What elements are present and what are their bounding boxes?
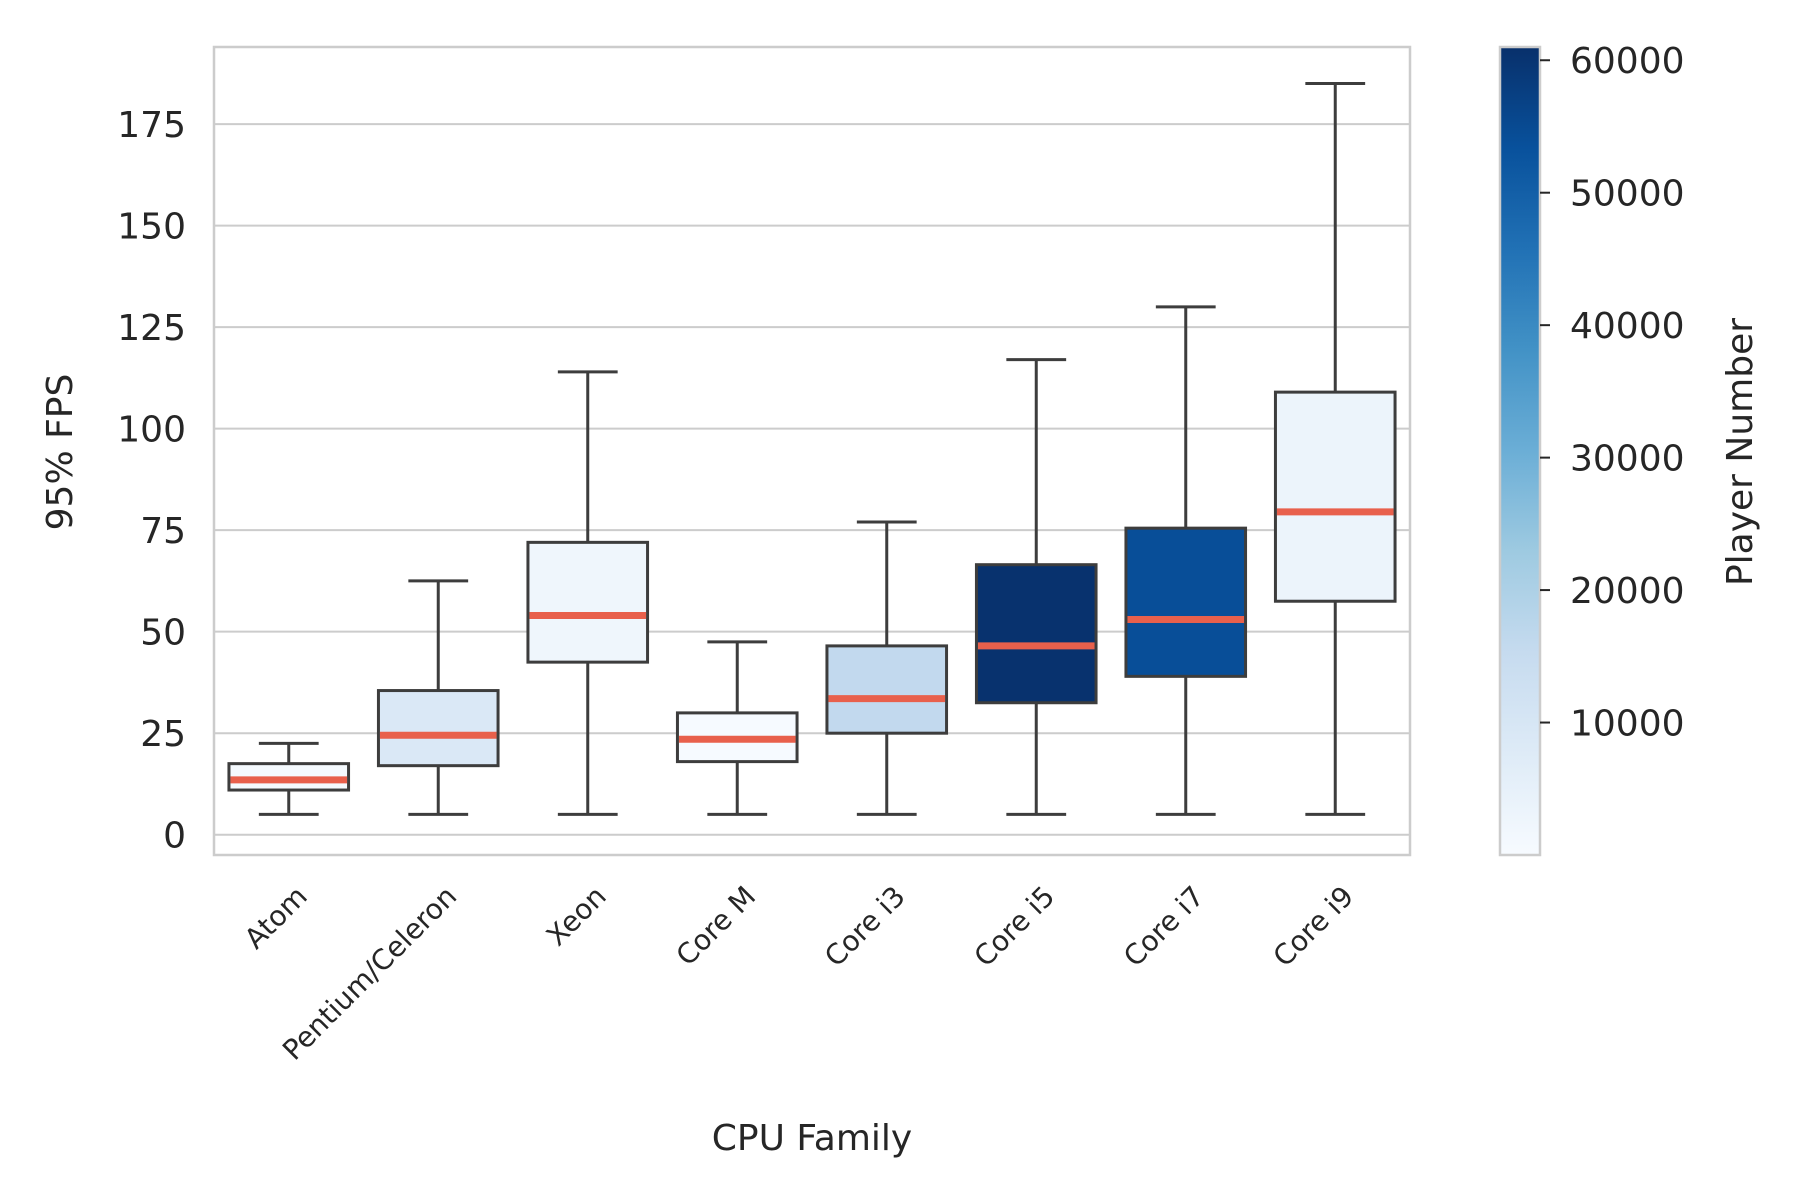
x-tick-label: Xeon	[540, 880, 613, 953]
x-axis-title: CPU Family	[712, 1118, 912, 1159]
y-tick-label: 100	[117, 410, 186, 451]
y-tick-label: 50	[140, 613, 186, 654]
iqr-box	[376, 689, 500, 768]
colorbar: 10000 20000 30000 40000 50000 60000	[1498, 41, 1685, 857]
box-core-i9	[1273, 82, 1397, 816]
iqr-box	[526, 540, 650, 664]
x-tick-label: Core i7	[1117, 880, 1211, 974]
colorbar-tick-label: 50000	[1570, 174, 1685, 215]
colorbar-tick-label: 10000	[1570, 704, 1685, 745]
box-core-i7	[1124, 305, 1248, 816]
colorbar-tick-label: 60000	[1570, 41, 1685, 82]
box-core-m	[675, 640, 799, 816]
iqr-box	[1273, 390, 1397, 603]
box-core-i3	[825, 520, 949, 816]
x-tick-label: Core M	[670, 880, 763, 973]
y-axis-title: 95% FPS	[40, 374, 81, 531]
x-tick-label: Atom	[238, 880, 314, 956]
boxes	[227, 82, 1397, 816]
colorbar-tick-label: 30000	[1570, 439, 1685, 480]
x-tick-label: Core i5	[968, 880, 1062, 974]
colorbar-tick-label: 20000	[1570, 571, 1685, 612]
box-pentium-celeron	[376, 579, 500, 816]
y-tick-label: 0	[163, 816, 186, 857]
iqr-box	[974, 563, 1098, 705]
iqr-box	[1124, 526, 1248, 678]
iqr-box	[825, 644, 949, 735]
box-core-i5	[974, 358, 1098, 816]
x-tick-label: Core i9	[1267, 880, 1361, 974]
y-tick-label: 25	[140, 714, 186, 755]
y-tick-label: 150	[117, 207, 186, 248]
y-tick-label: 175	[117, 105, 186, 146]
colorbar-tick-label: 40000	[1570, 306, 1685, 347]
colorbar-gradient	[1498, 45, 1542, 857]
box-xeon	[526, 370, 650, 816]
box-atom	[227, 741, 351, 816]
plot-frame	[212, 45, 1412, 857]
y-tick-label: 75	[140, 511, 186, 552]
x-tick-label: Core i3	[818, 880, 912, 974]
plot-border	[212, 45, 1412, 857]
colorbar-title: Player Number	[1720, 318, 1761, 586]
y-tick-label: 125	[117, 308, 186, 349]
